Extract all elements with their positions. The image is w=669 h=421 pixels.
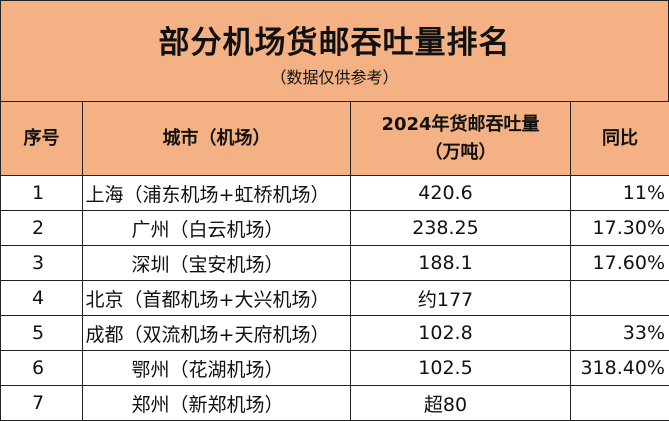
page-subtitle: （数据仅供参考） — [270, 68, 399, 87]
city-cell: 鄂州（花湖机场） — [82, 350, 351, 386]
rank-cell: 7 — [0, 385, 83, 421]
header-volume-line2: （万吨） — [424, 141, 497, 163]
city-cell: 深圳（宝安机场） — [82, 245, 351, 281]
table-row: 5 成都（双流机场+天府机场） 102.8 33% — [0, 315, 669, 351]
yoy-cell — [570, 385, 669, 421]
table-row: 6 鄂州（花湖机场） 102.5 318.40% — [0, 350, 669, 386]
rank-cell: 3 — [0, 245, 83, 281]
city-cell: 上海（浦东机场+虹桥机场） — [82, 175, 351, 211]
volume-cell: 238.25 — [350, 210, 571, 246]
rank-cell: 2 — [0, 210, 83, 246]
header-volume: 2024年货邮吞吐量 （万吨） — [350, 101, 571, 176]
ranking-table: 序号 城市（机场） 2024年货邮吞吐量 （万吨） 同比 1 上海（浦东机场+虹… — [0, 101, 669, 421]
city-cell: 成都（双流机场+天府机场） — [82, 315, 351, 351]
yoy-cell: 17.30% — [570, 210, 669, 246]
header-row: 序号 城市（机场） 2024年货邮吞吐量 （万吨） 同比 — [0, 101, 669, 176]
header-rank: 序号 — [0, 101, 83, 176]
header-city: 城市（机场） — [82, 101, 351, 176]
volume-cell: 约177 — [350, 280, 571, 316]
header-volume-line1: 2024年货邮吞吐量 — [381, 113, 540, 135]
city-cell: 广州（白云机场） — [82, 210, 351, 246]
header-yoy: 同比 — [570, 101, 669, 176]
rank-cell: 1 — [0, 175, 83, 211]
rank-cell: 4 — [0, 280, 83, 316]
volume-cell: 420.6 — [350, 175, 571, 211]
yoy-cell — [570, 280, 669, 316]
city-cell: 郑州（新郑机场） — [82, 385, 351, 421]
table-row: 3 深圳（宝安机场） 188.1 17.60% — [0, 245, 669, 281]
table-row: 4 北京（首都机场+大兴机场） 约177 — [0, 280, 669, 316]
title-block: 部分机场货邮吞吐量排名 （数据仅供参考） — [0, 0, 669, 102]
table-row: 1 上海（浦东机场+虹桥机场） 420.6 11% — [0, 175, 669, 211]
volume-cell: 188.1 — [350, 245, 571, 281]
table-row: 2 广州（白云机场） 238.25 17.30% — [0, 210, 669, 246]
yoy-cell: 33% — [570, 315, 669, 351]
table-row: 7 郑州（新郑机场） 超80 — [0, 385, 669, 421]
rank-cell: 6 — [0, 350, 83, 386]
city-cell: 北京（首都机场+大兴机场） — [82, 280, 351, 316]
volume-cell: 102.5 — [350, 350, 571, 386]
yoy-cell: 17.60% — [570, 245, 669, 281]
rank-cell: 5 — [0, 315, 83, 351]
yoy-cell: 318.40% — [570, 350, 669, 386]
volume-cell: 超80 — [350, 385, 571, 421]
page-title: 部分机场货邮吞吐量排名 — [158, 25, 511, 61]
volume-cell: 102.8 — [350, 315, 571, 351]
yoy-cell: 11% — [570, 175, 669, 211]
